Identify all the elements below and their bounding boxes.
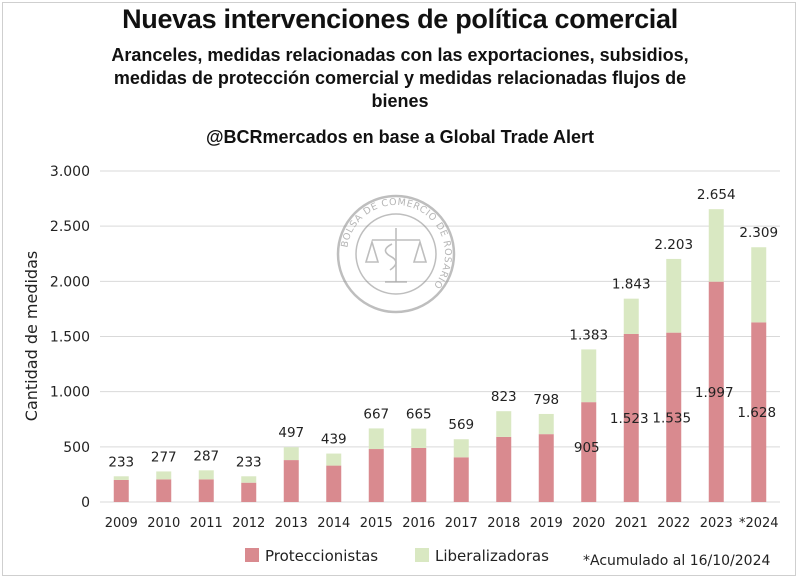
total-label-2009: 233 <box>108 454 134 470</box>
bar-proteccionistas-2016 <box>411 447 427 502</box>
bar-proteccionistas-2024 <box>751 322 767 502</box>
proteccionistas-label-2023: 1.997 <box>695 385 734 401</box>
chart-source: @BCRmercados en base a Global Trade Aler… <box>205 127 594 147</box>
bar-proteccionistas-2023 <box>708 281 724 502</box>
y-tick-label: 500 <box>63 440 90 456</box>
y-tick-label: 2.000 <box>50 274 90 290</box>
bars <box>113 209 767 502</box>
total-label-2020: 1.383 <box>569 327 608 343</box>
bar-proteccionistas-2010 <box>156 479 172 502</box>
bar-proteccionistas-2021 <box>623 333 639 502</box>
bar-liberalizadoras-2022 <box>666 258 682 333</box>
x-tick-label: *2024 <box>739 516 779 531</box>
x-tick-label: 2023 <box>700 516 733 531</box>
bar-liberalizadoras-2010 <box>156 471 172 480</box>
bar-liberalizadoras-2015 <box>368 428 384 450</box>
total-label-2022: 2.203 <box>654 237 693 253</box>
bar-liberalizadoras-2009 <box>113 476 129 480</box>
proteccionistas-label-2022: 1.535 <box>652 410 691 426</box>
bar-liberalizadoras-2016 <box>411 428 427 448</box>
x-tick-label: 2014 <box>317 516 350 531</box>
total-label-2023: 2.654 <box>697 187 736 203</box>
total-label-2013: 497 <box>278 425 304 441</box>
bar-proteccionistas-2009 <box>113 479 129 502</box>
bar-liberalizadoras-2024 <box>751 247 767 323</box>
x-tick-label: 2020 <box>572 516 605 531</box>
bar-proteccionistas-2022 <box>666 332 682 502</box>
bar-proteccionistas-2017 <box>453 457 469 502</box>
data-labels: 233 277 287 233 497 439 667 665 569 823 798 1.383 90… <box>108 187 778 470</box>
chart-title: Nuevas intervenciones de política comerc… <box>122 4 678 34</box>
total-label-2024: 2.309 <box>739 225 778 241</box>
total-label-2015: 667 <box>363 406 389 422</box>
total-label-2012: 233 <box>236 454 262 470</box>
legend-label-proteccionistas: Proteccionistas <box>265 547 378 565</box>
bar-liberalizadoras-2014 <box>326 453 342 466</box>
y-tick-label: 1.500 <box>50 330 90 346</box>
x-tick-label: 2011 <box>190 516 223 531</box>
bar-proteccionistas-2015 <box>368 449 384 502</box>
total-label-2017: 569 <box>448 417 474 433</box>
total-label-2010: 277 <box>151 449 177 465</box>
x-tick-label: 2015 <box>360 516 393 531</box>
legend-swatch-proteccionistas <box>245 548 259 562</box>
x-axis-ticks: 2009 2010 2011 2012 2013 2014 2015 2016 2017 2018… <box>105 516 779 531</box>
y-tick-label: 3.000 <box>50 164 90 180</box>
bar-liberalizadoras-2011 <box>198 470 214 480</box>
bar-liberalizadoras-2017 <box>453 439 469 458</box>
x-tick-label: 2017 <box>445 516 478 531</box>
x-tick-label: 2019 <box>530 516 563 531</box>
total-label-2021: 1.843 <box>612 277 651 293</box>
y-axis-label: Cantidad de medidas <box>22 251 41 421</box>
scales-icon <box>364 228 428 283</box>
total-label-2011: 287 <box>193 448 219 464</box>
footnote: *Acumulado al 16/10/2024 <box>583 553 770 569</box>
bar-liberalizadoras-2012 <box>241 476 257 483</box>
bar-proteccionistas-2020 <box>581 402 597 502</box>
bar-proteccionistas-2013 <box>283 460 299 502</box>
total-label-2019: 798 <box>533 392 559 408</box>
legend-swatch-liberalizadoras <box>415 548 429 562</box>
x-tick-label: 2013 <box>275 516 308 531</box>
legend: Proteccionistas Liberalizadoras <box>245 547 549 565</box>
bar-proteccionistas-2012 <box>241 482 257 502</box>
bar-proteccionistas-2019 <box>538 434 554 502</box>
bar-liberalizadoras-2021 <box>623 298 639 334</box>
y-tick-label: 0 <box>81 495 90 511</box>
total-label-2014: 439 <box>321 432 347 448</box>
proteccionistas-label-2020: 905 <box>574 440 600 456</box>
x-tick-label: 2012 <box>232 516 265 531</box>
x-tick-label: 2009 <box>105 516 138 531</box>
x-tick-label: 2022 <box>657 516 690 531</box>
bar-proteccionistas-2014 <box>326 465 342 502</box>
chart-subtitle: Aranceles, medidas relacionadas con las … <box>111 45 689 111</box>
proteccionistas-label-2024: 1.628 <box>737 405 776 421</box>
x-tick-label: 2010 <box>147 516 180 531</box>
x-tick-label: 2018 <box>487 516 520 531</box>
bar-liberalizadoras-2019 <box>538 413 554 435</box>
bar-proteccionistas-2018 <box>496 436 512 502</box>
bar-proteccionistas-2011 <box>198 479 214 502</box>
proteccionistas-label-2021: 1.523 <box>610 411 649 427</box>
bar-liberalizadoras-2023 <box>708 209 724 282</box>
bar-liberalizadoras-2013 <box>283 447 299 461</box>
bar-liberalizadoras-2020 <box>581 349 597 403</box>
bcr-seal-watermark: BOLSA DE COMERCIO DE ROSARIO <box>336 194 456 314</box>
bar-liberalizadoras-2018 <box>496 411 512 437</box>
y-tick-label: 2.500 <box>50 219 90 235</box>
x-tick-label: 2021 <box>615 516 648 531</box>
total-label-2016: 665 <box>406 407 432 423</box>
total-label-2018: 823 <box>491 389 517 405</box>
x-tick-label: 2016 <box>402 516 435 531</box>
y-tick-label: 1.000 <box>50 385 90 401</box>
legend-label-liberalizadoras: Liberalizadoras <box>435 547 549 565</box>
y-axis-ticks: 0 500 1.000 1.500 2.000 2.500 3.000 <box>50 164 90 511</box>
